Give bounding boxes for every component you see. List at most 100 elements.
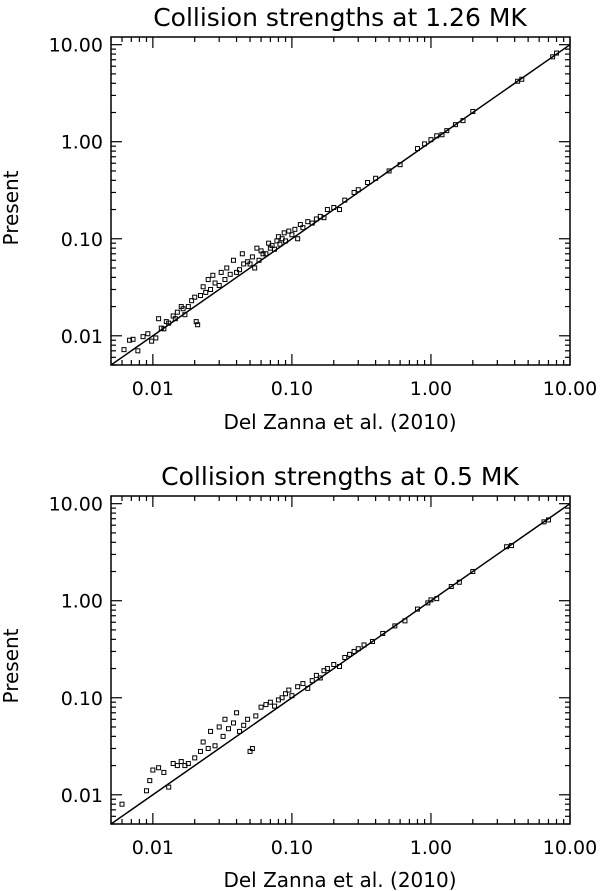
data-point (317, 675, 323, 681)
data-point (283, 238, 289, 244)
data-point (414, 606, 420, 612)
data-point (143, 788, 149, 794)
axis-tick-labels: 0.01 0.10 1.00 10.00 0.01 0.10 1.00 10.00 (49, 494, 598, 859)
data-point (295, 684, 301, 690)
data-point (289, 693, 295, 699)
data-point (392, 623, 398, 629)
data-point (337, 663, 343, 669)
y-tick-label: 10.00 (49, 35, 103, 57)
data-point (434, 596, 440, 602)
scatter-points (119, 517, 551, 807)
data-point (166, 320, 172, 326)
data-point (324, 207, 330, 213)
data-point (428, 597, 434, 603)
data-point (156, 316, 162, 322)
data-point (361, 642, 367, 648)
data-point (197, 293, 203, 299)
x-axis-label: Del Zanna et al. (2010) (223, 410, 456, 434)
data-point (218, 269, 224, 275)
data-point (200, 284, 206, 290)
data-point (519, 76, 525, 82)
data-point (205, 277, 211, 283)
y-tick-label: 0.10 (61, 688, 103, 710)
data-point (509, 543, 515, 549)
data-point (286, 687, 292, 693)
data-point (351, 189, 357, 195)
data-point (283, 691, 289, 697)
y-tick-label: 1.00 (61, 132, 103, 154)
data-point (297, 222, 303, 228)
data-point (254, 245, 260, 251)
data-point (309, 220, 315, 226)
data-point (295, 236, 301, 242)
data-point (342, 197, 348, 203)
data-point (321, 215, 327, 221)
data-point (153, 335, 159, 341)
data-point (260, 251, 266, 257)
data-point (226, 726, 232, 732)
chart-collision-1-26-mk: Collision strengths at 1.26 MK Del Zanna… (0, 3, 597, 434)
x-tick-label: 0.10 (271, 837, 313, 859)
data-point (286, 228, 292, 234)
data-point (253, 713, 259, 719)
data-point (239, 251, 245, 257)
data-point (208, 728, 214, 734)
data-point (182, 312, 188, 318)
data-point (331, 662, 337, 668)
data-point (158, 325, 164, 331)
data-point (309, 678, 315, 684)
data-point (234, 710, 240, 716)
data-point (351, 648, 357, 654)
data-point (197, 748, 203, 754)
y-tick-label: 1.00 (61, 591, 103, 613)
data-point (222, 716, 228, 722)
data-point (230, 720, 236, 726)
axis-ticks (110, 37, 571, 366)
data-point (292, 226, 298, 232)
data-point (205, 745, 211, 751)
data-point (192, 755, 198, 761)
data-point (460, 118, 466, 124)
data-point (224, 265, 230, 271)
data-point (130, 336, 136, 342)
data-point (355, 646, 361, 652)
scatter-points (121, 50, 560, 354)
plot-frame (110, 36, 571, 366)
data-point (185, 304, 191, 310)
data-point (300, 681, 306, 687)
chart-title: Collision strengths at 0.5 MK (161, 462, 519, 491)
data-point (272, 703, 278, 709)
data-point (456, 579, 462, 585)
data-point (195, 322, 201, 328)
chart-collision-0-5-mk: Collision strengths at 0.5 MK Del Zanna … (0, 462, 597, 891)
data-point (150, 767, 156, 773)
data-point (342, 654, 348, 660)
data-point (355, 187, 361, 193)
data-point (161, 326, 167, 332)
data-point (127, 337, 133, 343)
data-point (192, 294, 198, 300)
data-point (324, 666, 330, 672)
x-tick-label: 1.00 (410, 837, 452, 859)
data-point (258, 704, 264, 710)
data-point (267, 699, 273, 705)
data-point (305, 685, 311, 691)
data-point (504, 544, 510, 550)
data-point (402, 618, 408, 624)
x-tick-label: 10.00 (543, 837, 597, 859)
data-point (200, 739, 206, 745)
data-point (425, 600, 431, 606)
data-point (189, 298, 195, 304)
plot-frame (110, 495, 571, 825)
identity-line (110, 503, 571, 825)
data-point (277, 241, 283, 247)
data-point (331, 204, 337, 210)
axis-ticks (110, 496, 571, 825)
data-point (237, 728, 243, 734)
y-tick-label: 0.01 (61, 785, 103, 807)
y-tick-label: 0.01 (61, 326, 103, 348)
chart-title: Collision strengths at 1.26 MK (153, 3, 527, 32)
data-point (300, 225, 306, 231)
data-point (178, 759, 184, 765)
